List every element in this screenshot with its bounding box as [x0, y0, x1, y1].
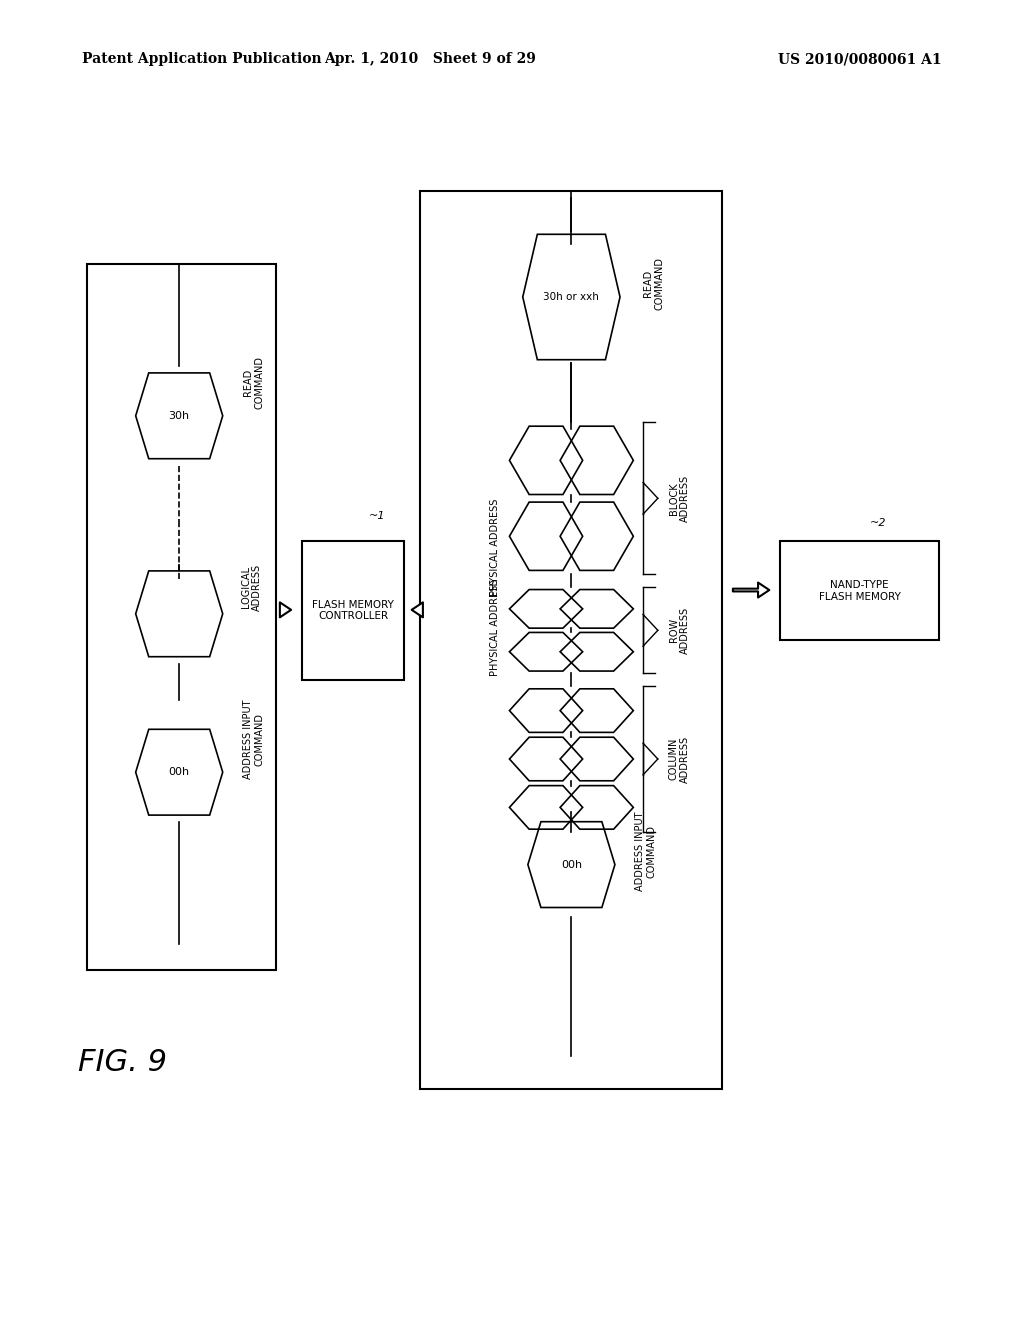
Text: 00h: 00h — [169, 767, 189, 777]
Text: NAND-TYPE
FLASH MEMORY: NAND-TYPE FLASH MEMORY — [819, 579, 900, 602]
Text: Patent Application Publication: Patent Application Publication — [82, 53, 322, 66]
Text: PHYSICAL ADDRESS: PHYSICAL ADDRESS — [489, 578, 500, 676]
Text: FLASH MEMORY
CONTROLLER: FLASH MEMORY CONTROLLER — [312, 599, 394, 622]
Text: ~2: ~2 — [870, 517, 887, 528]
Text: LOGICAL
ADDRESS: LOGICAL ADDRESS — [241, 564, 262, 611]
Text: 00h: 00h — [561, 859, 582, 870]
Text: Apr. 1, 2010   Sheet 9 of 29: Apr. 1, 2010 Sheet 9 of 29 — [325, 53, 536, 66]
Text: 30h or xxh: 30h or xxh — [544, 292, 599, 302]
Text: ~1: ~1 — [369, 511, 385, 521]
Text: ROW
ADDRESS: ROW ADDRESS — [669, 607, 690, 653]
Text: ADDRESS INPUT
COMMAND: ADDRESS INPUT COMMAND — [635, 812, 656, 891]
Text: FIG. 9: FIG. 9 — [79, 1048, 167, 1077]
Text: READ
COMMAND: READ COMMAND — [243, 356, 264, 409]
Text: PHYSICAL ADDRESS: PHYSICAL ADDRESS — [489, 499, 500, 597]
Text: ADDRESS INPUT
COMMAND: ADDRESS INPUT COMMAND — [243, 700, 264, 779]
Text: COLUMN
ADDRESS: COLUMN ADDRESS — [669, 735, 690, 783]
Text: 30h: 30h — [169, 411, 189, 421]
Text: READ
COMMAND: READ COMMAND — [643, 257, 665, 310]
Text: BLOCK
ADDRESS: BLOCK ADDRESS — [669, 475, 690, 521]
Text: US 2010/0080061 A1: US 2010/0080061 A1 — [778, 53, 942, 66]
